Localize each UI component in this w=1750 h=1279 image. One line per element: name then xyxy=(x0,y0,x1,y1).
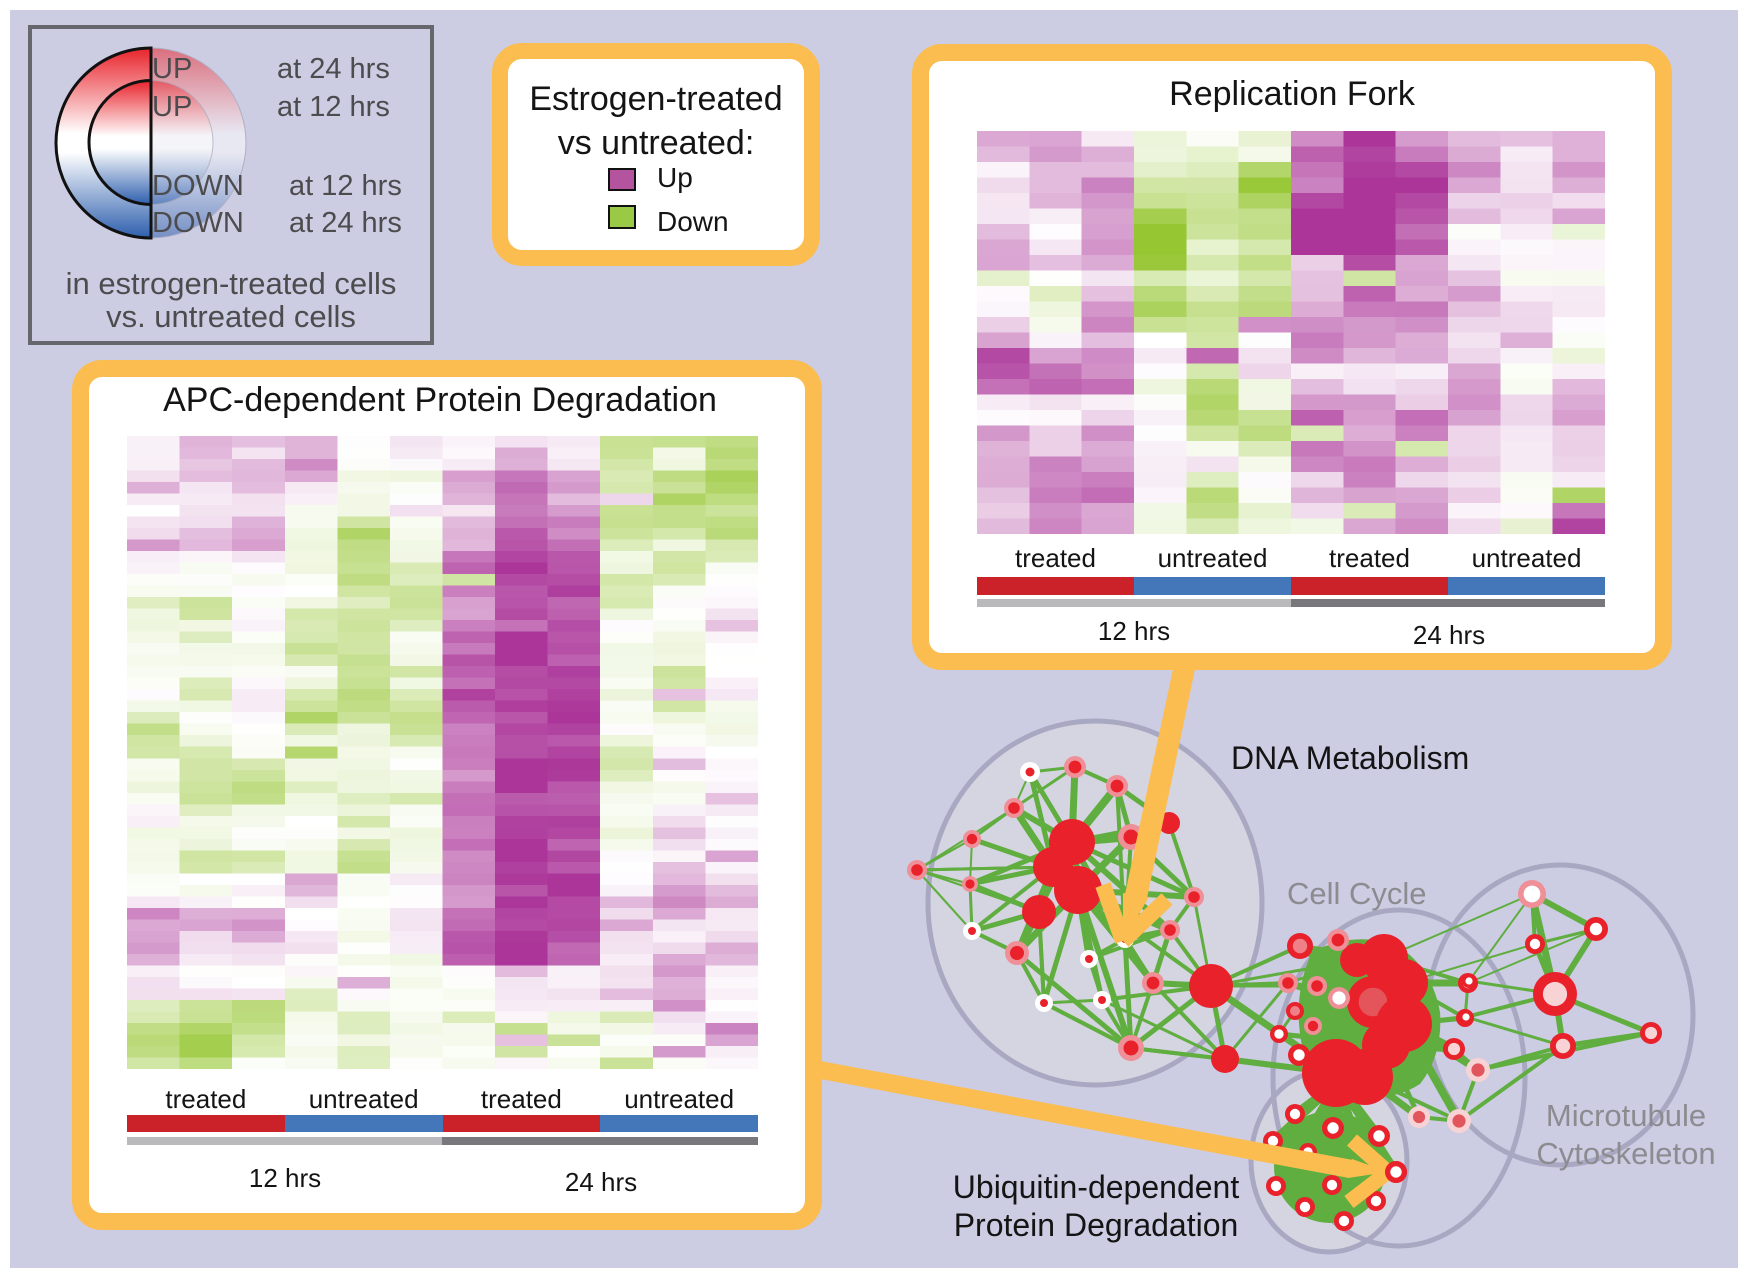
svg-text:DNA Metabolism: DNA Metabolism xyxy=(1231,740,1469,776)
svg-text:Microtubule: Microtubule xyxy=(1546,1098,1706,1133)
svg-text:Ubiquitin-dependent: Ubiquitin-dependent xyxy=(953,1169,1240,1205)
svg-text:Cell Cycle: Cell Cycle xyxy=(1287,876,1427,911)
svg-text:Cytoskeleton: Cytoskeleton xyxy=(1536,1136,1715,1171)
svg-text:Protein Degradation: Protein Degradation xyxy=(954,1207,1239,1243)
